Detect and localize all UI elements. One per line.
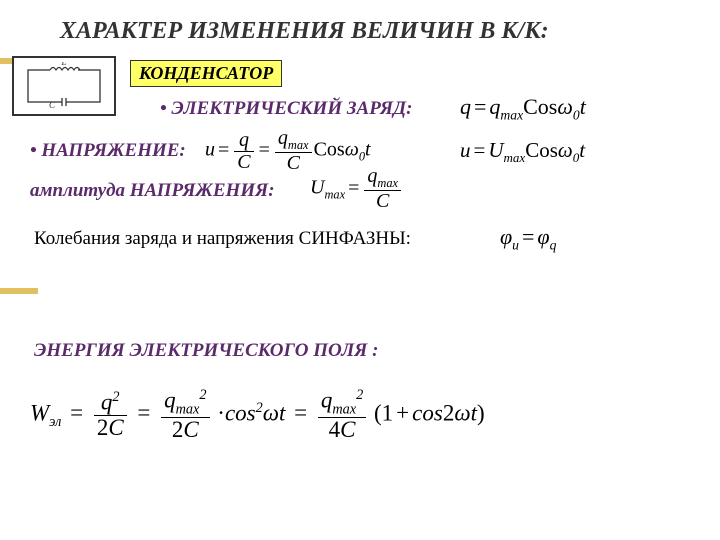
synphase-text: Колебания заряда и напряжения СИНФАЗНЫ: <box>34 228 411 250</box>
voltage-label: НАПРЯЖЕНИЕ: <box>30 140 186 162</box>
svg-text:L: L <box>60 62 66 67</box>
amplitude-label: амплитуда НАПРЯЖЕНИЯ: <box>30 180 275 202</box>
formula-u2: u=UmaxCosω0t <box>460 138 585 166</box>
formula-energy: Wэл = q22C = qmax22C ·cos2ωt = qmax24C (… <box>30 388 485 442</box>
capacitor-label-box: КОНДЕНСАТОР <box>130 60 282 87</box>
slide: ХАРАКТЕР ИЗМЕНЕНИЯ ВЕЛИЧИН В К/К: L C КО… <box>0 0 720 540</box>
charge-label: ЭЛЕКТРИЧЕСКИЙ ЗАРЯД: <box>160 98 412 120</box>
page-title: ХАРАКТЕР ИЗМЕНЕНИЯ ВЕЛИЧИН В К/К: <box>60 18 700 45</box>
energy-label: ЭНЕРГИЯ ЭЛЕКТРИЧЕСКОГО ПОЛЯ : <box>34 340 378 362</box>
circuit-diagram: L C <box>12 56 116 116</box>
lc-circuit-icon: L C <box>20 62 108 110</box>
formula-umax: Umax=qmaxC <box>310 166 403 212</box>
formula-phase: φu=φq <box>500 224 556 253</box>
accent-marker-2 <box>0 288 38 294</box>
formula-q: q=qmaxCosω0t <box>460 94 586 123</box>
svg-text:C: C <box>49 100 56 110</box>
